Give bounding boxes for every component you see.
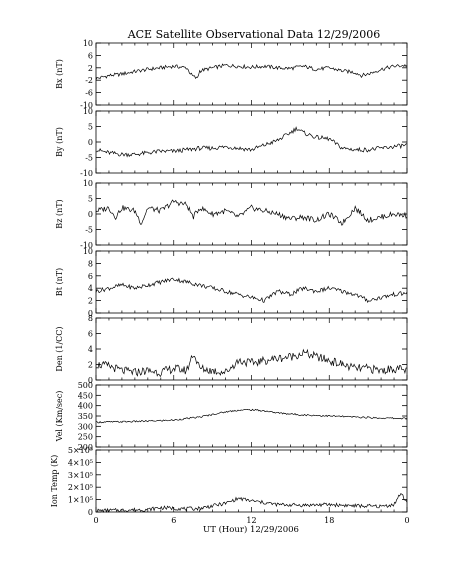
y-axis-label: Vel (Km/sec)	[55, 391, 64, 443]
y-axis-label: Bt (nT)	[55, 268, 64, 296]
y-tick-label: 6	[88, 330, 93, 339]
series-line-den	[95, 348, 408, 378]
y-tick-label: 250	[78, 433, 93, 442]
y-tick-label: 1×10⁵	[68, 496, 93, 505]
series-line-bt	[95, 277, 408, 304]
y-tick-label: 2	[88, 297, 93, 306]
y-axis-label: By (nT)	[55, 127, 64, 157]
panel-by: 10 5 0 -5 -10 By (nT)	[55, 107, 408, 178]
y-tick-label: 5	[88, 123, 93, 132]
x-tick-label: 18	[324, 516, 334, 525]
y-tick-label: 3×10⁵	[68, 471, 93, 480]
panel-frame	[95, 42, 408, 106]
chart-title: ACE Satellite Observational Data 12/29/2…	[127, 28, 381, 41]
y-tick-label: 2	[88, 361, 93, 370]
y-axis-label: Den (1/CC)	[55, 326, 64, 371]
y-axis-label: Bx (nT)	[55, 59, 64, 89]
y-tick-label: 0	[88, 138, 93, 147]
y-tick-label: 2×10⁵	[68, 483, 93, 492]
panel-frame	[95, 449, 408, 513]
y-tick-label: 500	[78, 381, 93, 390]
series-line-by	[96, 126, 407, 158]
y-tick-label: 400	[78, 402, 93, 411]
y-tick-label: 450	[78, 391, 93, 400]
x-tick-label: 0	[404, 516, 409, 525]
series-line-bx	[95, 63, 408, 80]
panel-bt: 10 8 6 4 2 0 Bt (nT)	[55, 247, 408, 318]
y-tick-label: 6	[88, 272, 93, 281]
y-tick-label: 10	[83, 247, 93, 256]
x-tick-label: 6	[171, 516, 176, 525]
y-tick-label: 300	[78, 422, 93, 431]
y-tick-label: 8	[88, 314, 93, 323]
y-tick-label: 0	[88, 210, 93, 219]
y-tick-label: 200	[78, 443, 93, 452]
series-line-temp	[96, 493, 408, 513]
y-tick-label: 10	[83, 179, 93, 188]
y-tick-label: 4×10⁵	[68, 458, 93, 467]
x-tick-label: 0	[93, 516, 98, 525]
x-axis: 0 6 12 18 0	[93, 516, 409, 525]
y-tick-label: -10	[80, 101, 93, 110]
y-tick-label: -10	[80, 241, 93, 250]
series-line-bz	[95, 199, 408, 226]
y-tick-label: 6	[88, 51, 93, 60]
x-tick-label: 12	[246, 516, 256, 525]
y-tick-label: 0	[88, 309, 93, 318]
y-tick-label: 5	[88, 195, 93, 204]
y-tick-label: -6	[85, 89, 93, 98]
y-tick-label: 8	[88, 259, 93, 268]
panel-den: 8 6 4 2 0 Den (1/CC)	[55, 314, 408, 385]
panel-bx: 10 6 2 -2 -6 -10 Bx (nT)	[55, 39, 408, 110]
y-tick-label: 0	[88, 508, 93, 517]
y-tick-label: 5×10⁵	[68, 446, 93, 455]
panel-bz: 10 5 0 -5 -10 Bz (nT)	[55, 179, 408, 250]
panel-frame	[95, 250, 408, 314]
x-axis-label: UT (Hour) 12/29/2006	[203, 524, 299, 535]
y-tick-label: 350	[78, 412, 93, 421]
y-tick-label: 4	[88, 284, 93, 293]
series-line-vel	[95, 408, 408, 424]
panels: 10 6 2 -2 -6 -10 Bx (nT) 10 5 0 -5 -10 By (nT) 10 5 0 -5…	[50, 39, 408, 517]
y-axis-label: Ion Temp (K)	[50, 455, 59, 508]
y-tick-label: 0	[88, 376, 93, 385]
panel-frame	[95, 110, 408, 174]
y-tick-label: -2	[85, 76, 93, 85]
y-tick-label: -5	[85, 154, 93, 163]
y-tick-label: 10	[83, 39, 93, 48]
y-tick-label: 4	[88, 345, 93, 354]
panel-frame	[95, 384, 408, 448]
y-axis-label: Bz (nT)	[55, 199, 64, 228]
panel-frame	[95, 182, 408, 246]
y-tick-label: 10	[83, 107, 93, 116]
panel-temp: 5×10⁵ 4×10⁵ 3×10⁵ 2×10⁵ 1×10⁵ 0 Ion Temp (K)	[50, 446, 408, 517]
y-tick-label: -10	[80, 169, 93, 178]
y-tick-label: 2	[88, 64, 93, 73]
y-tick-label: -5	[85, 226, 93, 235]
